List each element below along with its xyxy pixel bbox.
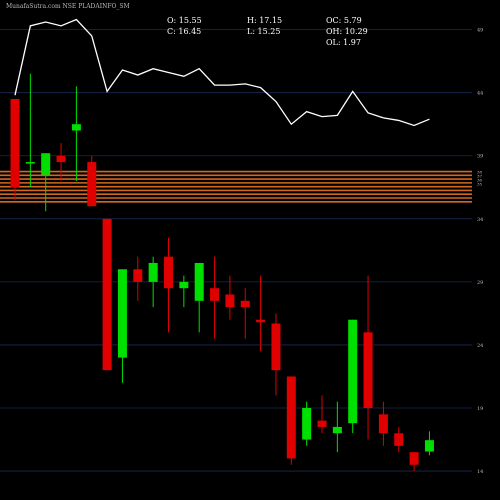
band-label: 36 [477, 178, 483, 183]
candle-down [409, 452, 419, 465]
candle-down [87, 162, 97, 207]
y-tick-label: 14 [477, 469, 483, 475]
candle-down [256, 319, 266, 323]
band-label: 35 [477, 182, 483, 187]
candle-up [179, 281, 189, 289]
chart-title: MunafaSutra.com NSE PLADAINFO_SM [6, 3, 130, 10]
candle-down [286, 376, 296, 459]
candle-down [210, 288, 220, 301]
candle-down [378, 414, 388, 434]
candle-up [117, 269, 127, 358]
candle-up [41, 153, 51, 175]
candle-down [225, 294, 235, 308]
candle-up [302, 408, 312, 440]
candle-down [10, 98, 20, 188]
candle-up [424, 440, 434, 452]
band-label: 37 [477, 174, 483, 179]
oc-value: OC: 5.79 [326, 16, 362, 25]
y-tick-label: 49 [477, 28, 483, 34]
candle-down [363, 332, 373, 409]
y-tick-label: 19 [477, 406, 483, 412]
candle-down [164, 256, 173, 289]
low-value: L: 15.25 [247, 27, 281, 36]
candle-down [317, 420, 327, 427]
ol-value: OL: 1.97 [326, 38, 361, 47]
candle-down [394, 433, 404, 446]
y-tick-label: 44 [477, 91, 483, 97]
candle-up [348, 319, 358, 424]
candle-down [240, 300, 250, 308]
band-label: 38 [477, 170, 483, 175]
candle-up [25, 162, 35, 164]
candle-up [194, 262, 204, 301]
oh-value: OH: 10.29 [326, 27, 368, 36]
candle-up [148, 262, 158, 282]
candle-down [56, 155, 66, 163]
y-tick-label: 39 [477, 154, 483, 160]
y-tick-label: 24 [477, 343, 483, 349]
candle-down [102, 218, 112, 371]
candle-up [71, 124, 81, 131]
close-value: C: 16.45 [167, 27, 202, 36]
open-value: O: 15.55 [167, 16, 202, 25]
candle-up [332, 426, 342, 434]
candle-down [271, 323, 281, 371]
high-value: H: 17.15 [247, 16, 283, 25]
y-tick-label: 29 [477, 280, 483, 286]
series-line [14, 18, 430, 127]
candle-down [133, 269, 143, 282]
y-tick-label: 34 [477, 217, 483, 223]
